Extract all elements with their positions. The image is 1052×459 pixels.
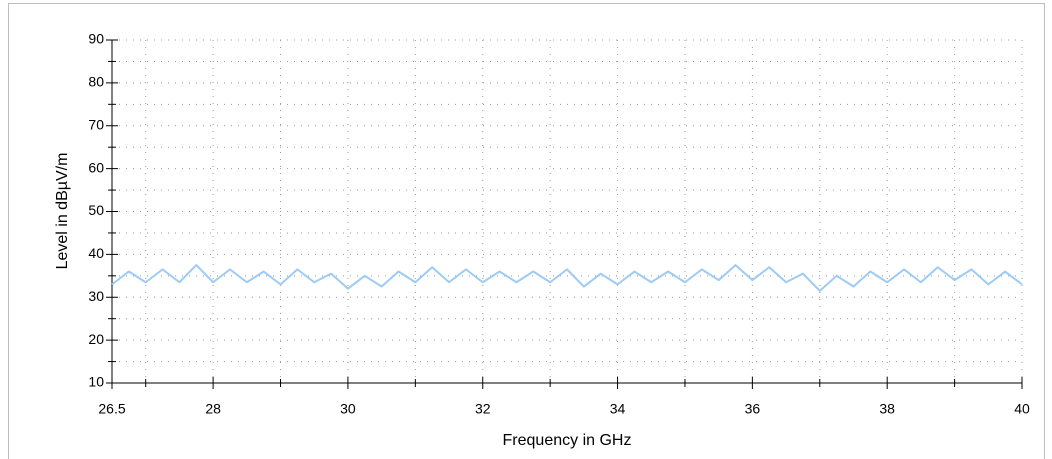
y-tick-label: 30	[88, 288, 104, 304]
y-tick-label: 80	[88, 74, 104, 90]
frame	[8, 3, 1045, 459]
y-tick-label: 10	[88, 374, 104, 390]
x-tick-label: 26.5	[98, 401, 125, 417]
y-tick-label: 40	[88, 245, 104, 261]
x-tick-label: 34	[610, 401, 626, 417]
y-axis-title: Level in dBµV/m	[54, 153, 71, 270]
x-tick-label: 32	[475, 401, 491, 417]
x-tick-label: 28	[205, 401, 221, 417]
y-tick-label: 20	[88, 331, 104, 347]
y-tick-label: 70	[88, 116, 104, 132]
y-tick-label: 50	[88, 202, 104, 218]
x-tick-label: 36	[745, 401, 761, 417]
x-tick-label: 30	[340, 401, 356, 417]
y-tick-label: 60	[88, 159, 104, 175]
y-tick-label: 90	[88, 31, 104, 47]
x-tick-label: 40	[1014, 401, 1030, 417]
data-line	[111, 264, 1023, 292]
x-tick-label: 38	[879, 401, 895, 417]
x-axis-title: Frequency in GHz	[503, 432, 632, 449]
